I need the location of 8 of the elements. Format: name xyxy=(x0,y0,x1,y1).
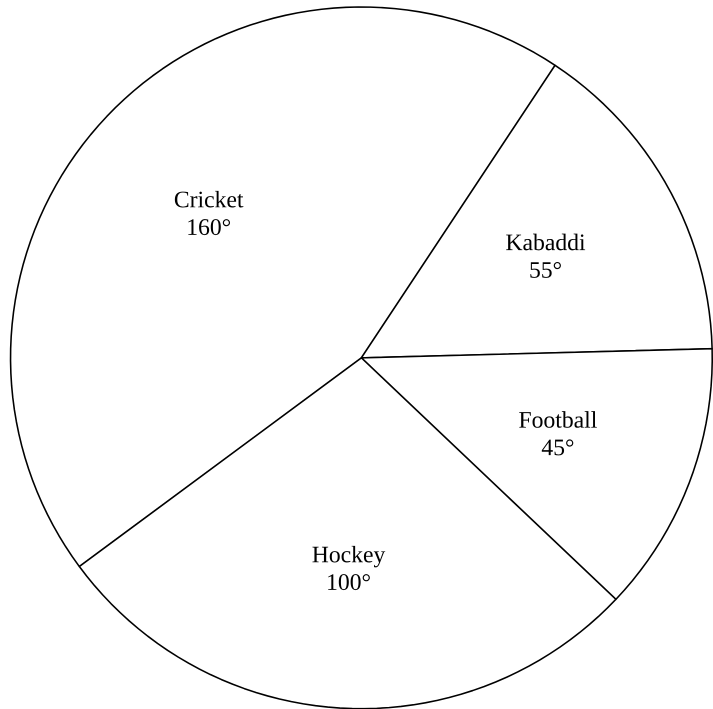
data-label: 55° xyxy=(530,262,561,278)
slice-label: Football xyxy=(519,410,597,428)
slice-label: Kabaddi xyxy=(506,233,586,250)
slice-label: Cricket xyxy=(174,190,244,208)
slice-label: Hockey xyxy=(312,546,386,568)
data-label: 45° xyxy=(542,439,574,456)
data-label: 100° xyxy=(328,574,370,590)
data-label: 160° xyxy=(188,218,230,235)
